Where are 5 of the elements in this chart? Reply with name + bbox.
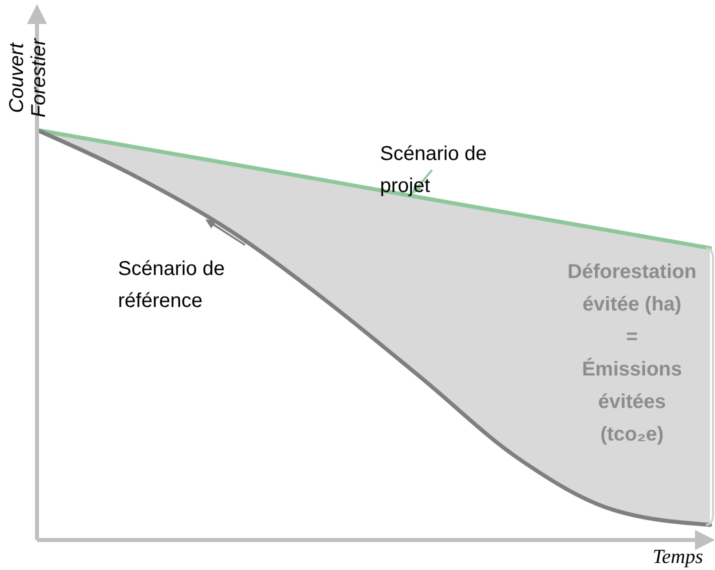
annotation: Déforestation évitée (ha) = Émissions évitées (tco₂e) (568, 261, 696, 446)
y-axis-title: Couvert Forestier (6, 37, 50, 118)
series-label: Scénario de référence (118, 258, 225, 312)
series-label: Scénario de projet (380, 143, 487, 197)
x-axis-title: Temps (652, 546, 704, 568)
